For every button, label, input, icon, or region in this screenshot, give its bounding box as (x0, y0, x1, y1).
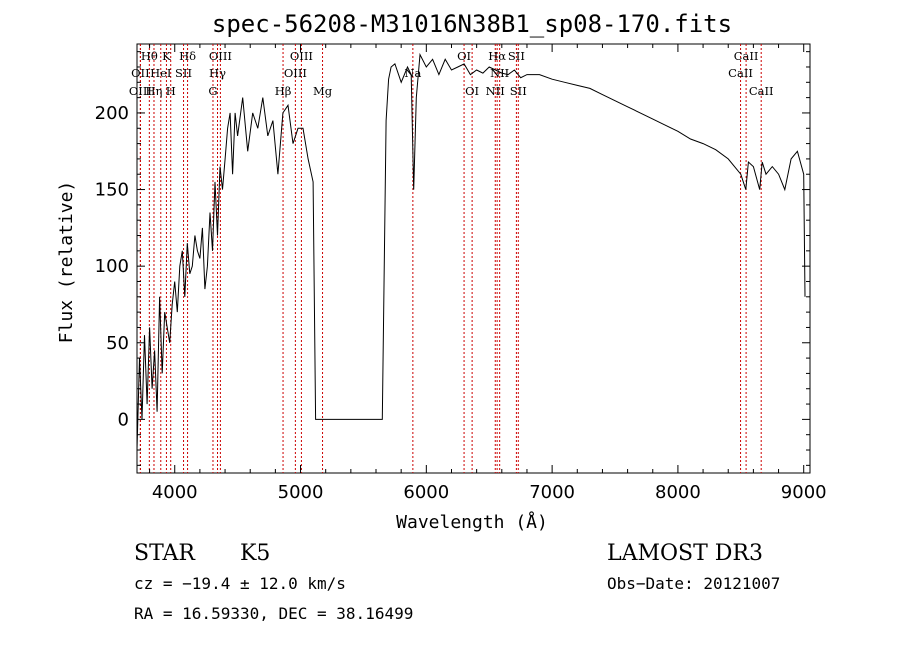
line-marker-label: SII (508, 49, 525, 63)
x-tick-label: 5000 (278, 482, 324, 503)
line-marker-label: CaII (728, 66, 753, 80)
y-tick-label: 200 (95, 103, 129, 124)
line-marker-label: HeI (150, 66, 171, 80)
line-marker-label: Hα (488, 49, 506, 63)
line-marker-label: Hθ (141, 49, 158, 63)
x-tick-label: 4000 (152, 482, 198, 503)
line-marker-label: NII (490, 66, 509, 80)
line-marker-labels: Hθ OII OIII HeI Hη K SII H Hδ OIII Hγ G Hβ OIII OIII Mg… (129, 49, 774, 98)
line-marker-label: Hδ (179, 49, 196, 63)
line-marker-label: G (208, 84, 217, 98)
line-marker-label: OI (457, 49, 471, 63)
y-tick-label: 100 (95, 256, 129, 277)
line-marker-label: K (162, 49, 171, 63)
y-axis-label: Flux (relative) (56, 181, 77, 344)
coordinates-line: RA = 16.59330, DEC = 38.16499 (134, 604, 413, 623)
x-tick-label: 6000 (403, 482, 449, 503)
line-marker-label: OIII (284, 66, 307, 80)
chart-title: spec-56208-M31016N38B1_sp08-170.fits (212, 10, 732, 38)
x-tick-label: 8000 (655, 482, 701, 503)
line-marker-label: Mg (313, 84, 333, 98)
line-marker-label: OI (465, 84, 479, 98)
y-tick-label: 150 (95, 180, 129, 201)
line-marker-label: OIII (209, 49, 232, 63)
line-marker-label: H (166, 84, 176, 98)
line-marker-label: Hη (146, 84, 163, 98)
x-axis-ticks: 4000 5000 6000 7000 8000 9000 (149, 44, 827, 503)
obs-date-line: Obs−Date: 20121007 (607, 574, 780, 593)
object-subclass: K5 (240, 541, 270, 566)
line-marker-label: OIII (290, 49, 313, 63)
line-marker-label: SII (510, 84, 527, 98)
y-tick-label: 50 (106, 333, 129, 354)
x-tick-label: 7000 (529, 482, 575, 503)
line-marker-label: Hβ (275, 84, 292, 98)
line-marker-label: Hγ (209, 66, 226, 80)
spectrum-line (136, 52, 806, 451)
x-tick-label: 9000 (781, 482, 827, 503)
line-marker-label: CaII (734, 49, 759, 63)
redshift-line: cz = −19.4 ± 12.0 km/s (134, 574, 346, 593)
object-class: STAR (134, 541, 196, 566)
line-marker-label: CaII (749, 84, 774, 98)
y-axis-ticks: 0 50 100 150 200 (95, 51, 810, 466)
line-markers (139, 44, 762, 473)
line-marker-label: OIII (129, 84, 152, 98)
plot-frame (136, 43, 811, 474)
y-tick-label: 0 (118, 409, 129, 430)
line-marker-label: OII (131, 66, 150, 80)
survey-name: LAMOST DR3 (607, 541, 763, 566)
line-marker-label: SII (175, 66, 192, 80)
x-axis-label: Wavelength (Å) (396, 511, 548, 533)
line-marker-label: NII (486, 84, 505, 98)
